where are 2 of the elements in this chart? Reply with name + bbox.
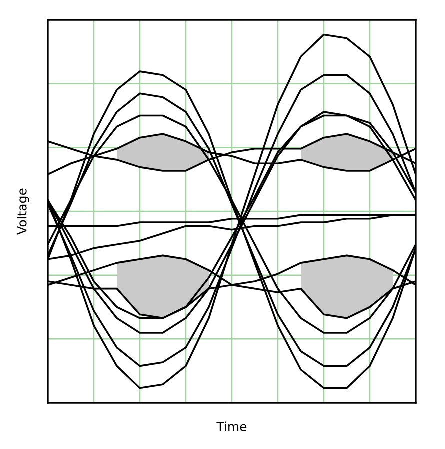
- y-axis-title: Voltage: [17, 188, 30, 235]
- x-axis-title: Time: [216, 422, 247, 432]
